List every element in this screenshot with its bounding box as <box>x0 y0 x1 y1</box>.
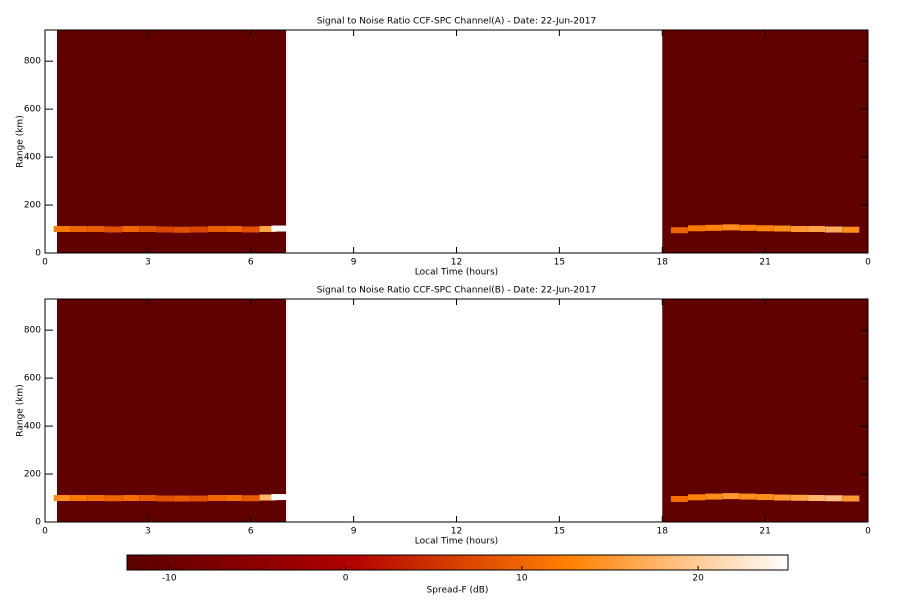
x-tick-label: 0 <box>865 527 871 537</box>
echo-cell <box>156 495 174 502</box>
colorbar-label: Spread-F (dB) <box>427 586 489 596</box>
background-cell <box>57 30 287 253</box>
y-tick-label: 200 <box>24 201 41 211</box>
echo-cell <box>842 495 860 502</box>
x-tick-label: 6 <box>248 258 254 268</box>
background-cell <box>662 30 868 253</box>
y-axis-label: Range (km) <box>16 115 26 167</box>
echo-cell <box>756 225 774 232</box>
echo-cell <box>259 494 277 501</box>
background-cell <box>57 299 287 522</box>
echo-cell <box>105 495 123 502</box>
x-tick-label: 18 <box>657 258 669 268</box>
x-tick-label: 12 <box>451 258 462 268</box>
x-tick-label: 18 <box>657 527 669 537</box>
echo-cell <box>87 495 105 502</box>
y-tick-label: 0 <box>35 518 41 528</box>
echo-cell <box>190 495 208 502</box>
plot-area <box>53 30 868 253</box>
echo-cell <box>271 494 289 501</box>
echo-cell <box>842 226 860 233</box>
echo-cell <box>173 495 191 502</box>
echo-cell <box>242 495 260 502</box>
x-tick-label: 15 <box>554 258 565 268</box>
echo-cell <box>670 495 688 502</box>
x-tick-label: 0 <box>42 258 48 268</box>
echo-cell <box>756 494 774 501</box>
x-tick-label: 3 <box>145 527 151 537</box>
y-axis-label: Range (km) <box>16 384 26 436</box>
y-tick-label: 800 <box>24 57 41 67</box>
echo-cell <box>139 495 157 502</box>
echo-cell <box>825 226 843 233</box>
x-axis-label: Local Time (hours) <box>415 268 498 278</box>
echo-cell <box>808 226 826 233</box>
y-tick-label: 600 <box>24 374 41 384</box>
echo-cell <box>53 226 71 233</box>
echo-cell <box>105 226 123 233</box>
colorbar-tick-label: 10 <box>516 574 528 584</box>
y-tick-label: 800 <box>24 326 41 336</box>
echo-cell <box>259 226 277 233</box>
echo-cell <box>207 226 225 233</box>
y-tick-label: 400 <box>24 422 41 432</box>
echo-cell <box>156 226 174 233</box>
y-tick-label: 0 <box>35 249 41 259</box>
echo-cell <box>739 493 757 500</box>
x-axis-label: Local Time (hours) <box>415 537 498 547</box>
echo-cell <box>87 226 105 233</box>
y-tick-label: 400 <box>24 153 41 163</box>
echo-cell <box>53 495 71 502</box>
echo-cell <box>242 226 260 233</box>
echo-cell <box>225 226 243 233</box>
chart-title: Signal to Noise Ratio CCF-SPC Channel(A)… <box>317 17 596 27</box>
colorbar-tick-label: 0 <box>343 574 349 584</box>
background-cell <box>662 299 868 522</box>
x-tick-label: 9 <box>351 258 357 268</box>
x-tick-label: 0 <box>865 258 871 268</box>
colorbar-tick-label: 20 <box>692 574 704 584</box>
echo-cell <box>70 226 88 233</box>
x-tick-label: 3 <box>145 258 151 268</box>
echo-cell <box>271 225 289 232</box>
echo-cell <box>808 495 826 502</box>
x-tick-label: 9 <box>351 527 357 537</box>
echo-cell <box>825 495 843 502</box>
x-tick-label: 0 <box>42 527 48 537</box>
echo-cell <box>722 224 740 231</box>
y-tick-label: 200 <box>24 470 41 480</box>
echo-cell <box>122 495 140 502</box>
x-tick-label: 21 <box>759 258 770 268</box>
echo-cell <box>790 494 808 501</box>
echo-cell <box>688 225 706 232</box>
colorbar <box>126 554 789 571</box>
echo-cell <box>705 493 723 500</box>
echo-cell <box>722 493 740 500</box>
x-tick-label: 15 <box>554 527 565 537</box>
echo-cell <box>207 495 225 502</box>
echo-cell <box>139 226 157 233</box>
echo-cell <box>773 494 791 501</box>
chart-title: Signal to Noise Ratio CCF-SPC Channel(B)… <box>317 286 596 296</box>
echo-cell <box>739 224 757 231</box>
echo-cell <box>122 226 140 233</box>
echo-cell <box>705 224 723 231</box>
x-tick-label: 21 <box>759 527 770 537</box>
echo-cell <box>773 225 791 232</box>
echo-cell <box>670 227 688 234</box>
colorbar-tick-label: -10 <box>162 574 177 584</box>
plot-area <box>53 299 868 522</box>
echo-cell <box>173 226 191 233</box>
x-tick-label: 6 <box>248 527 254 537</box>
echo-cell <box>790 226 808 233</box>
echo-cell <box>225 495 243 502</box>
echo-cell <box>688 494 706 501</box>
echo-cell <box>70 495 88 502</box>
y-tick-label: 600 <box>24 105 41 115</box>
x-tick-label: 12 <box>451 527 462 537</box>
echo-cell <box>190 226 208 233</box>
